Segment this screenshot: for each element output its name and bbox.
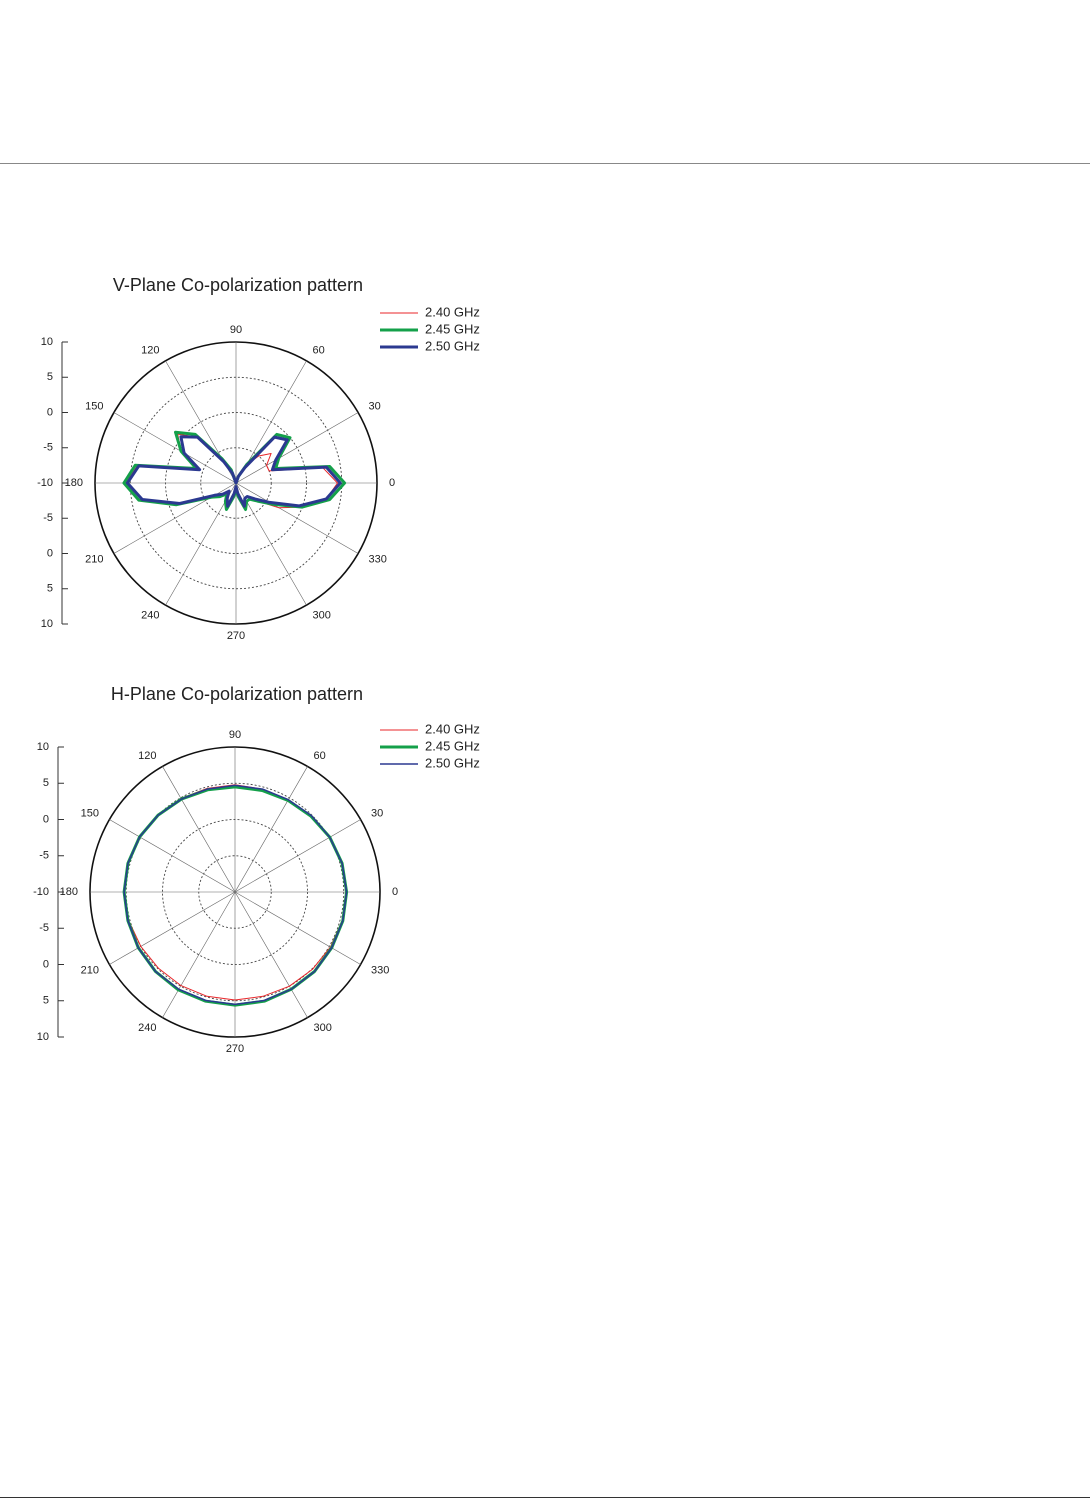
angle-label: 240 [141,609,159,621]
spoke [234,891,361,965]
spoke [162,891,236,1018]
angle-label: 150 [85,400,103,412]
spoke [234,891,308,1018]
legend-label: 2.50 GHz [425,338,480,353]
angle-label: 30 [371,807,383,819]
angle-label: 180 [65,477,83,489]
angle-label: 300 [313,609,331,621]
angle-label: 60 [314,750,326,762]
r-tick-label: -5 [43,512,53,524]
r-tick-label: -10 [33,886,49,898]
angle-label: 120 [141,344,159,356]
pattern-line [123,784,348,1006]
r-tick-label: 0 [43,813,49,825]
legend-label: 2.40 GHz [425,721,480,736]
r-tick-label: 5 [43,777,49,789]
r-tick-label: 5 [47,583,53,595]
r-tick-label: 10 [41,336,53,348]
legend-label: 2.40 GHz [425,304,480,319]
legend-label: 2.45 GHz [425,321,480,336]
spoke [234,819,361,893]
angle-label: 210 [81,964,99,976]
pattern-line [122,430,347,511]
legend-label: 2.45 GHz [425,738,480,753]
legend-label: 2.50 GHz [425,755,480,770]
r-tick-label: -10 [37,477,53,489]
spoke [234,766,308,893]
angle-label: 300 [314,1022,332,1034]
angle-label: 120 [138,750,156,762]
angle-label: 270 [226,1043,244,1055]
angle-label: 0 [392,886,398,898]
r-tick-label: -5 [39,922,49,934]
r-tick-label: 5 [47,371,53,383]
chart-title: V-Plane Co-polarization pattern [113,275,363,295]
r-tick-label: 10 [37,741,49,753]
spoke [162,766,236,893]
r-tick-label: -5 [43,442,53,454]
spoke [109,891,236,965]
spoke [235,482,359,554]
angle-label: 240 [138,1022,156,1034]
angle-label: 90 [229,729,241,741]
r-tick-label: -5 [39,850,49,862]
angle-label: 330 [369,553,387,565]
angle-label: 90 [230,324,242,336]
angle-label: 210 [85,553,103,565]
r-tick-label: 5 [43,995,49,1007]
angle-label: 0 [389,477,395,489]
r-tick-label: 0 [43,958,49,970]
pattern-line [125,435,342,508]
angle-label: 270 [227,630,245,642]
angle-label: 60 [313,344,325,356]
angle-label: 180 [60,886,78,898]
angle-label: 30 [369,400,381,412]
r-tick-label: 10 [41,618,53,630]
chart-title: H-Plane Co-polarization pattern [111,684,363,704]
spoke [109,819,236,893]
spoke [113,412,237,484]
r-tick-label: 10 [37,1031,49,1043]
angle-label: 150 [81,807,99,819]
r-tick-label: 0 [47,547,53,559]
spoke [235,412,359,484]
r-tick-label: 0 [47,406,53,418]
angle-label: 330 [371,964,389,976]
